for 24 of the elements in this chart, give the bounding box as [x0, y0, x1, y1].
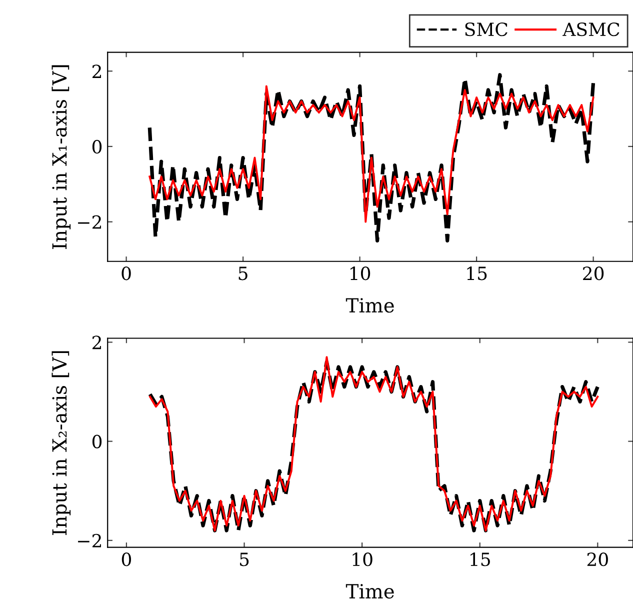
y-tick-label: 0 — [92, 434, 102, 448]
y-tick-label: −2 — [78, 534, 101, 548]
y-tick-label: 2 — [92, 336, 101, 350]
y-axis-title: Input in X₂-axis [V] — [52, 351, 71, 535]
x-tick-label: 15 — [470, 552, 490, 566]
y-tick-label: 2 — [92, 64, 101, 78]
y-tick-label: −2 — [78, 215, 101, 229]
y-axis-title: Input in X₁-axis [V] — [52, 65, 71, 249]
x-tick-label: 10 — [352, 552, 372, 566]
x-axis-title: Time — [346, 298, 394, 313]
y-tick-label: 0 — [92, 140, 102, 154]
x-tick-label: 15 — [467, 266, 487, 280]
legend-label: SMC — [465, 22, 508, 36]
x-tick-label: 5 — [240, 552, 249, 566]
x-tick-label: 0 — [122, 552, 132, 566]
line-series — [148, 73, 596, 242]
legend-label: ASMC — [562, 22, 620, 36]
x-tick-label: 20 — [583, 266, 604, 280]
x-tick-label: 10 — [350, 266, 370, 280]
x-axis-title: Time — [346, 584, 394, 599]
x-tick-label: 5 — [238, 266, 248, 280]
x-tick-label: 0 — [122, 266, 131, 280]
x-tick-label: 20 — [587, 552, 608, 566]
line-series — [148, 85, 594, 223]
